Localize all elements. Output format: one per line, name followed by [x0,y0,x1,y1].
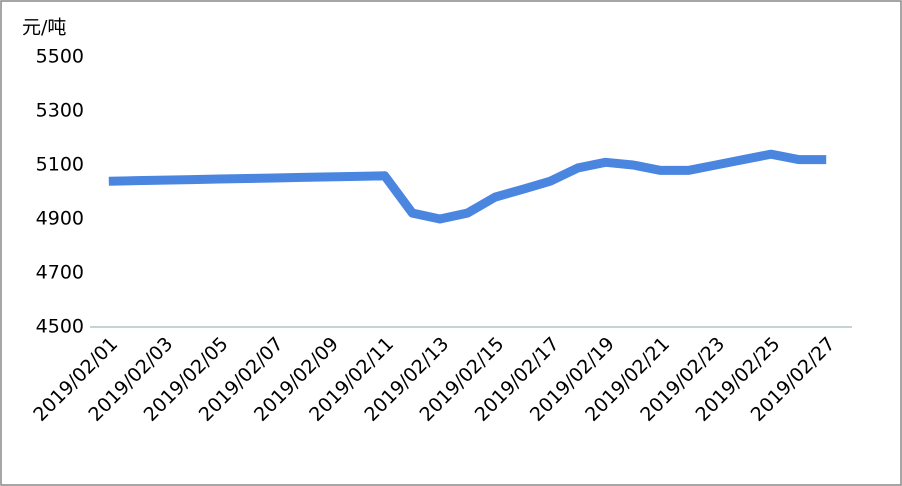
series-line [108,149,827,224]
y-tick-label: 4700 [36,262,84,284]
y-tick-label: 5300 [36,100,84,122]
y-tick-label: 5500 [36,46,84,68]
y-tick-label: 5100 [36,154,84,176]
y-unit-label: 元/吨 [22,17,66,39]
y-tick-label: 4900 [36,208,84,230]
y-tick-label: 4500 [36,316,84,338]
